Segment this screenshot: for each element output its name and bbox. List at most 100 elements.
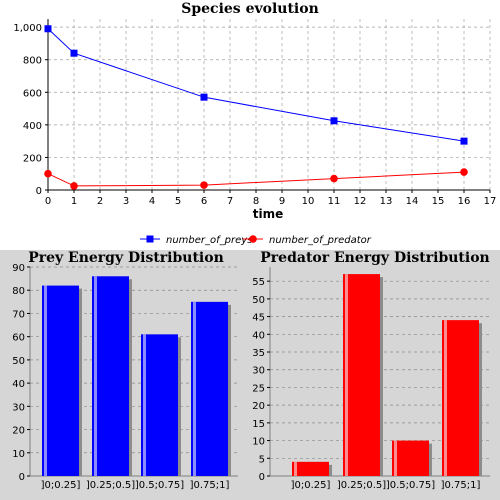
line-x-tick-label: 16 bbox=[458, 196, 471, 207]
line-y-tick-label: 200 bbox=[23, 153, 42, 164]
line-y-tick-label: 800 bbox=[23, 56, 42, 67]
line-x-tick-label: 2 bbox=[97, 196, 103, 207]
data-point-number_of_predator bbox=[460, 168, 468, 176]
pred-x-tick-label: ]0.5;0.75] bbox=[386, 480, 435, 491]
line-series bbox=[44, 25, 468, 190]
line-y-tick-label: 1,000 bbox=[13, 23, 42, 34]
pred-bar bbox=[442, 320, 479, 476]
prey-x-tick-label: ]0.5;0.75] bbox=[135, 480, 184, 491]
legend-marker-number_of_predator bbox=[249, 235, 257, 243]
pred-y-tick-label: 50 bbox=[252, 295, 265, 306]
data-point-number_of_preys bbox=[330, 117, 338, 125]
pred-x-tick-label: ]0.75;1] bbox=[441, 480, 481, 491]
data-point-number_of_preys bbox=[70, 49, 78, 57]
line-x-tick-label: 7 bbox=[227, 196, 233, 207]
prey-bar-highlight bbox=[94, 276, 97, 476]
data-point-number_of_predator bbox=[330, 174, 338, 183]
pred-y-tick-label: 25 bbox=[252, 383, 265, 394]
legend-label-number_of_predator: number_of_predator bbox=[269, 235, 372, 246]
prey-y-tick-label: 50 bbox=[12, 356, 25, 367]
line-x-tick-label: 0 bbox=[45, 196, 51, 207]
prey-chart-title: Prey Energy Distribution bbox=[28, 250, 224, 266]
line-x-tick-label: 11 bbox=[328, 196, 341, 207]
pred-y-tick-label: 35 bbox=[252, 348, 265, 359]
legend-label-number_of_preys: number_of_preys bbox=[166, 235, 252, 246]
prey-y-tick-label: 80 bbox=[12, 286, 25, 297]
line-y-ticks: 0 200 400 600 800 1,000 bbox=[13, 23, 48, 197]
prey-y-tick-label: 20 bbox=[12, 426, 25, 437]
pred-y-tick-label: 55 bbox=[252, 277, 265, 288]
prey-bar bbox=[42, 285, 79, 476]
line-grid bbox=[47, 19, 491, 191]
prey-y-ticks: 0 10 20 30 40 50 60 70 80 90 bbox=[12, 263, 30, 483]
line-x-tick-label: 4 bbox=[149, 196, 155, 207]
line-x-tick-label: 5 bbox=[175, 196, 181, 207]
pred-bar-highlight bbox=[345, 274, 348, 476]
prey-bars bbox=[42, 276, 231, 476]
prey-y-tick-label: 10 bbox=[12, 449, 25, 460]
line-x-tick-label: 15 bbox=[432, 196, 445, 207]
data-point-number_of_preys bbox=[200, 93, 208, 101]
line-x-tick-label: 6 bbox=[201, 196, 207, 207]
line-y-tick-label: 400 bbox=[23, 121, 42, 132]
pred-bar-highlight bbox=[294, 461, 297, 476]
prey-grid bbox=[29, 266, 238, 477]
predator-bars bbox=[292, 274, 482, 476]
pred-y-tick-label: 5 bbox=[259, 454, 265, 465]
data-point-number_of_preys bbox=[44, 25, 52, 33]
line-chart: Species evolution 0 1 2 3 4 5 6 7 8 9 10 11 12 13 14 15… bbox=[13, 1, 496, 246]
data-point-number_of_predator bbox=[200, 181, 208, 189]
prey-x-tick-label: ]0.75;1] bbox=[190, 480, 230, 491]
pred-x-tick-label: ]0;0.25] bbox=[291, 480, 331, 491]
data-point-number_of_predator bbox=[44, 169, 52, 178]
prey-bar-chart: Prey Energy Distribution 0 10 20 30 40 50 60 70… bbox=[12, 250, 238, 491]
line-legend[interactable]: number_of_preys number_of_predator bbox=[140, 235, 372, 246]
line-axes bbox=[47, 19, 490, 191]
line-x-axis-title: time bbox=[253, 207, 284, 221]
predator-bar-chart: Predator Energy Distribution 0 5 10 15 20 25 3… bbox=[252, 250, 490, 491]
pred-x-tick-label: ]0.25;0.5] bbox=[337, 480, 386, 491]
pred-bar bbox=[343, 274, 380, 476]
pred-y-tick-label: 45 bbox=[252, 313, 265, 324]
line-plot-area bbox=[48, 19, 490, 190]
line-x-tick-label: 1 bbox=[71, 196, 77, 207]
prey-y-tick-label: 0 bbox=[19, 472, 25, 483]
line-x-tick-label: 3 bbox=[123, 196, 129, 207]
pred-y-tick-label: 15 bbox=[252, 419, 265, 430]
legend-marker-number_of_preys bbox=[146, 235, 154, 243]
prey-y-tick-label: 70 bbox=[12, 309, 25, 320]
prey-y-tick-label: 30 bbox=[12, 402, 25, 413]
predator-x-ticks: ]0;0.25] ]0.25;0.5]]0.5;0.75] ]0.75;1] bbox=[291, 480, 481, 491]
line-chart-title: Species evolution bbox=[181, 1, 319, 17]
pred-y-tick-label: 40 bbox=[252, 330, 265, 341]
line-y-tick-label: 0 bbox=[36, 186, 42, 197]
line-x-tick-label: 12 bbox=[354, 196, 367, 207]
pred-bar bbox=[292, 461, 329, 476]
prey-bar bbox=[191, 301, 228, 476]
data-point-number_of_preys bbox=[460, 137, 468, 145]
pred-bar-highlight bbox=[444, 320, 447, 476]
prey-bar-highlight bbox=[44, 285, 47, 476]
pred-y-tick-label: 10 bbox=[252, 437, 265, 448]
predator-y-ticks: 0 5 10 15 20 25 30 35 40 45 50 55 bbox=[252, 277, 270, 483]
prey-y-tick-label: 90 bbox=[12, 263, 25, 274]
line-x-tick-label: 10 bbox=[302, 196, 315, 207]
prey-y-tick-label: 60 bbox=[12, 333, 25, 344]
pred-bar bbox=[392, 440, 429, 476]
pred-y-tick-label: 30 bbox=[252, 366, 265, 377]
prey-y-tick-label: 40 bbox=[12, 379, 25, 390]
prey-bar bbox=[92, 276, 129, 476]
pred-y-tick-label: 0 bbox=[259, 472, 265, 483]
prey-bar bbox=[141, 334, 178, 476]
predator-chart-title: Predator Energy Distribution bbox=[260, 250, 489, 266]
line-x-tick-label: 13 bbox=[380, 196, 393, 207]
prey-bar-highlight bbox=[143, 334, 146, 476]
line-y-tick-label: 600 bbox=[23, 88, 42, 99]
line-x-tick-label: 9 bbox=[279, 196, 285, 207]
data-point-number_of_predator bbox=[70, 182, 78, 190]
pred-bar-highlight bbox=[394, 440, 397, 476]
line-x-tick-label: 17 bbox=[484, 196, 497, 207]
line-x-tick-label: 8 bbox=[253, 196, 259, 207]
prey-x-tick-label: ]0.25;0.5] bbox=[86, 480, 135, 491]
line-x-tick-label: 14 bbox=[406, 196, 419, 207]
